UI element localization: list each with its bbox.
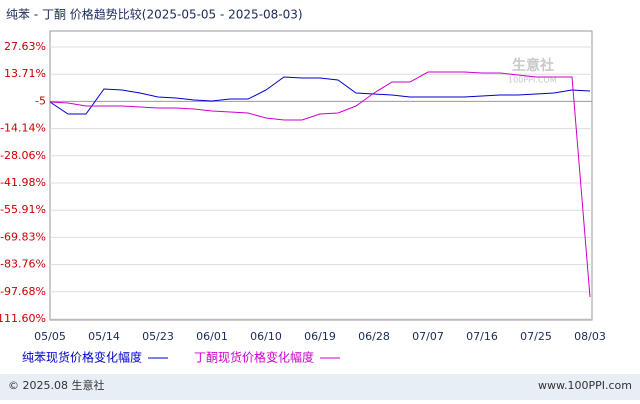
- x-tick-label: 07/16: [466, 330, 498, 343]
- y-tick-label: 13.71%: [4, 67, 46, 80]
- series-line: [49, 76, 591, 115]
- x-tick-label: 07/07: [412, 330, 444, 343]
- website: www.100PPI.com: [538, 379, 632, 392]
- legend-label: 丁酮现货价格变化幅度: [194, 350, 314, 365]
- y-tick-label: -83.76%: [0, 258, 46, 271]
- x-tick-label: 05/23: [142, 330, 174, 343]
- x-tick-label: 08/03: [574, 330, 606, 343]
- x-tick-label: 06/19: [304, 330, 336, 343]
- x-tick-label: 06/28: [358, 330, 390, 343]
- y-tick-label: -28.06%: [0, 149, 46, 162]
- y-tick-label: -97.68%: [0, 285, 46, 298]
- chart-title: 纯苯 - 丁酮 价格趋势比较(2025-05-05 - 2025-08-03): [6, 7, 303, 22]
- legend-label: 纯苯现货价格变化幅度: [22, 350, 142, 365]
- footer-bar: [0, 374, 640, 400]
- copyright: © 2025.08 生意社: [8, 378, 104, 392]
- y-tick-label: 27.63%: [4, 40, 46, 53]
- x-tick-label: 06/10: [250, 330, 282, 343]
- x-tick-label: 05/14: [88, 330, 120, 343]
- y-tick-label: -41.98%: [0, 176, 46, 189]
- y-tick-label: -69.83%: [0, 230, 46, 243]
- y-tick-label: -14.14%: [0, 122, 46, 135]
- x-tick-label: 07/25: [520, 330, 552, 343]
- watermark-sub: 100PPI.COM: [508, 76, 557, 85]
- series-line: [49, 71, 591, 298]
- plot-frame: [49, 30, 593, 321]
- x-tick-label: 06/01: [196, 330, 228, 343]
- x-tick-label: 05/05: [34, 330, 66, 343]
- y-tick-label: -55.91%: [0, 203, 46, 216]
- y-tick-label: -111.60%: [0, 312, 46, 325]
- y-tick-label: -5: [35, 94, 46, 107]
- watermark: 生意社: [512, 57, 554, 74]
